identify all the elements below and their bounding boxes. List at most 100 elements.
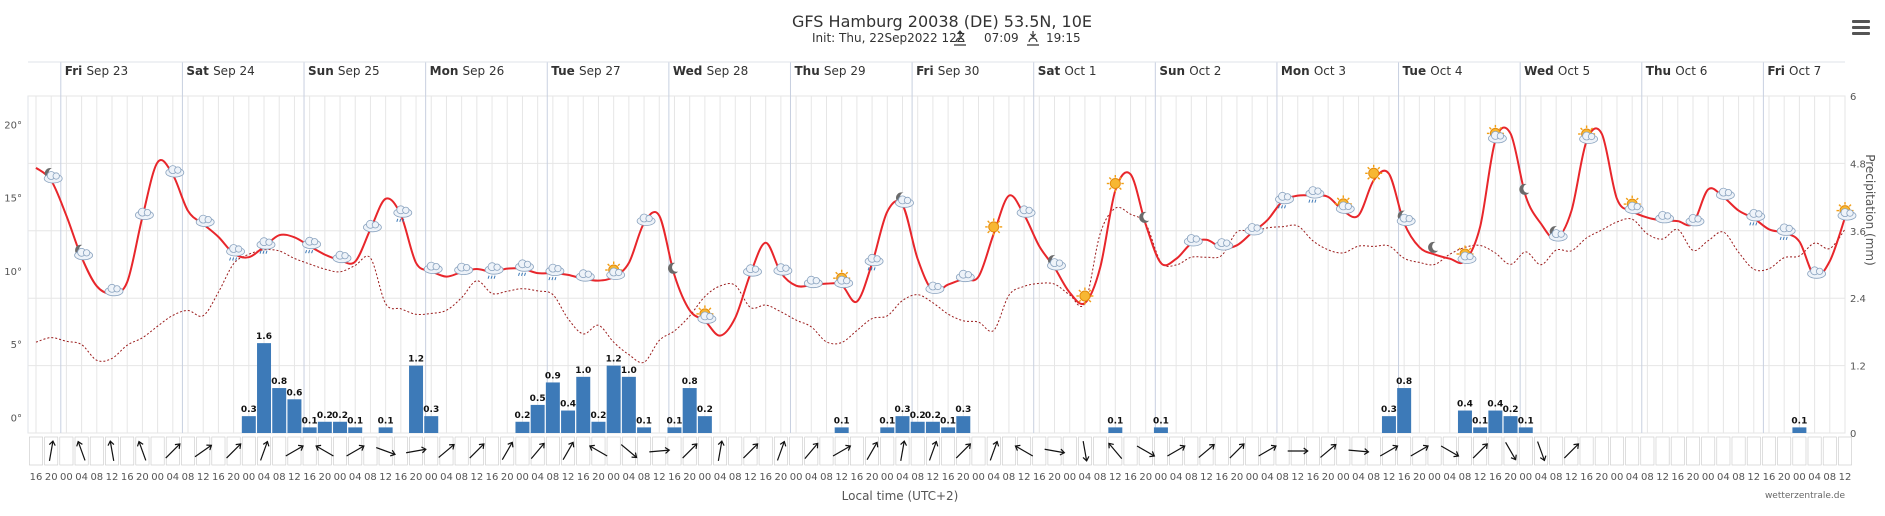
sunset-icon	[1027, 31, 1039, 46]
sun-shape	[1365, 164, 1383, 182]
hour-tick-label: 12	[1474, 472, 1487, 483]
wind-arrow-icon	[620, 444, 638, 459]
precip-tick-label: 2.4	[1850, 294, 1866, 305]
rain-drop	[518, 272, 520, 276]
hour-tick-label: 08	[1094, 472, 1107, 483]
wind-cell	[1716, 436, 1731, 466]
hour-tick-label: 00	[151, 472, 164, 483]
hour-tick-label: 00	[425, 472, 438, 483]
cloud-shape	[1214, 238, 1234, 251]
wind-head	[1179, 444, 1186, 451]
cloud-shape	[773, 263, 793, 276]
precip-data-label: 0.1	[347, 416, 363, 426]
precip-bar	[424, 416, 439, 433]
hour-tick-label: 16	[759, 472, 772, 483]
cloud-icon	[636, 213, 656, 226]
hour-tick-label: 08	[273, 472, 286, 483]
precip-tick-label: 0	[1850, 429, 1856, 440]
precip-bars: 0.31.60.80.60.10.2 0.20.1 0.11.20.30.20.50…	[241, 332, 1807, 433]
hour-tick-label: 08	[546, 472, 559, 483]
cloud-icon	[925, 281, 945, 294]
precip-bar	[1503, 416, 1518, 433]
hour-tick-label: 04	[440, 472, 453, 483]
hour-tick-label: 20	[1322, 472, 1335, 483]
wind-arrow-icon	[928, 440, 939, 461]
wind-cell	[1184, 436, 1199, 466]
cloud-shape	[545, 263, 565, 277]
hour-tick-label: 08	[455, 472, 468, 483]
wind-head	[568, 441, 575, 448]
hour-tick-label: 04	[805, 472, 818, 483]
precip-data-label: 0.3	[955, 405, 971, 415]
wind-head	[691, 443, 698, 449]
precip-data-label: 0.8	[1396, 377, 1412, 387]
hour-tick-label: 20	[1139, 472, 1152, 483]
rain-drop	[548, 276, 551, 281]
rain-drop	[265, 250, 268, 254]
precip-bar	[606, 365, 621, 433]
wind-arrow-icon	[76, 440, 86, 461]
sun-ray	[698, 307, 702, 311]
hour-tick-label: 04	[987, 472, 1000, 483]
cloud-puff	[432, 263, 440, 271]
cloud-puff	[463, 264, 471, 272]
hour-tick-label: 00	[1337, 472, 1350, 483]
wind-cell	[576, 436, 591, 466]
precip-data-label: 1.0	[621, 366, 637, 376]
precip-data-label: 0.1	[940, 416, 956, 426]
precip-data-label: 0.2	[514, 411, 530, 421]
precip-data-label: 1.0	[575, 366, 591, 376]
hour-tick-label: 12	[1747, 472, 1760, 483]
rain-drop	[305, 250, 308, 254]
precip-bar	[302, 427, 317, 433]
cloud-puff	[1815, 267, 1824, 275]
hour-tick-label: 00	[881, 472, 894, 483]
cloud-shape	[454, 262, 474, 276]
rain-drop	[1314, 199, 1317, 203]
sun-cloud-icon	[1486, 124, 1507, 144]
cloud-puff	[1633, 203, 1641, 211]
hamburger-menu-icon[interactable]	[1852, 20, 1870, 36]
wind-cell	[1214, 436, 1229, 466]
hour-tick-label: 16	[577, 472, 590, 483]
cloud-puff	[235, 245, 243, 253]
cloud-puff	[1663, 212, 1672, 220]
sun-ray	[1377, 177, 1381, 180]
rain-drop	[402, 218, 405, 222]
wind-shaft	[375, 447, 396, 455]
wind-arrow-icon	[588, 444, 608, 457]
precip-bar	[1792, 427, 1807, 433]
sun-ray	[1347, 197, 1350, 201]
wind-arrow-icon	[1287, 447, 1309, 455]
cloud-puff	[1755, 210, 1763, 218]
wind-head	[779, 440, 787, 447]
cloud-shape	[895, 195, 914, 208]
hour-tick-label: 12	[470, 472, 483, 483]
wind-arrow-icon	[226, 443, 242, 459]
cloud-puff	[1557, 230, 1565, 238]
wind-cell	[971, 436, 986, 466]
wind-arrow-icon	[1136, 445, 1156, 458]
wind-shaft	[1537, 441, 1545, 461]
precip-bar	[1381, 416, 1396, 433]
wind-arrow-icon	[1044, 448, 1066, 456]
wind-shaft	[620, 444, 637, 458]
hour-tick-label: 12	[288, 472, 301, 483]
day-label: Thu Oct 6	[1646, 64, 1708, 78]
wind-cell	[515, 436, 530, 466]
cloud-shape	[302, 236, 322, 250]
precip-bar	[941, 427, 956, 433]
cloud-shape	[1183, 234, 1203, 247]
sun-cloud-icon	[1623, 195, 1644, 215]
wind-shaft	[469, 443, 485, 459]
cloud-puff	[523, 260, 532, 268]
dewpoint-line	[35, 206, 1846, 364]
hour-tick-label: 04	[166, 472, 179, 483]
wind-cell	[1336, 436, 1351, 466]
sun-ray	[1119, 187, 1122, 190]
hour-tick-label: 12	[1200, 472, 1213, 483]
hour-tick-label: 16	[1671, 472, 1684, 483]
wind-cell	[1123, 436, 1138, 466]
rain-drop	[232, 257, 235, 261]
cloud-icon	[1244, 223, 1264, 236]
